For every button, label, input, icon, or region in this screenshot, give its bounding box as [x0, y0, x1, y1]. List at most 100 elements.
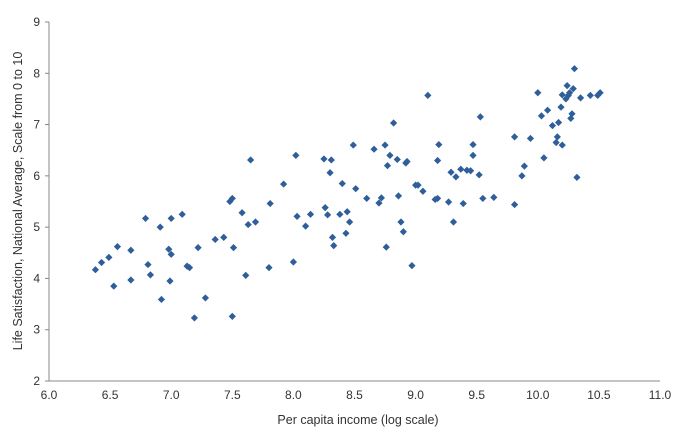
data-point	[349, 141, 357, 149]
data-point	[127, 276, 135, 284]
data-point	[190, 314, 199, 322]
data-point	[570, 65, 579, 73]
data-point	[228, 312, 236, 320]
data-point	[320, 155, 328, 163]
data-point	[459, 199, 467, 208]
data-point	[558, 141, 566, 149]
data-point	[490, 193, 498, 201]
data-point	[242, 271, 250, 279]
data-point	[338, 179, 346, 188]
data-point	[568, 110, 576, 118]
data-point	[292, 151, 300, 159]
data-point	[211, 235, 219, 244]
data-point	[330, 242, 338, 250]
y-tick-label: 5	[33, 220, 40, 234]
data-point	[377, 194, 385, 202]
data-point	[156, 223, 164, 231]
x-tick-labels: 6.0 6.5 7.0 7.5 8.0 8.5 9.0 9.5 10.0 10.5 11.0	[41, 388, 672, 402]
x-tick-label: 7.5	[224, 388, 241, 402]
data-point	[306, 210, 315, 218]
data-point	[247, 156, 255, 164]
data-point	[141, 214, 150, 223]
data-point	[293, 212, 301, 220]
data-point	[238, 209, 246, 217]
data-point	[562, 95, 570, 103]
x-tick-label: 7.0	[163, 388, 180, 402]
data-point	[424, 91, 432, 99]
y-axis-title: Life Satisfaction, National Average, Sca…	[11, 52, 25, 351]
data-point	[594, 91, 602, 99]
data-point	[567, 114, 575, 123]
data-point	[91, 266, 100, 274]
data-point	[469, 140, 477, 149]
data-point	[548, 121, 557, 130]
data-point	[565, 89, 574, 97]
data-point	[381, 141, 389, 149]
data-point	[321, 204, 329, 212]
data-point	[146, 271, 155, 279]
data-point	[408, 262, 416, 270]
data-point	[167, 250, 175, 258]
data-point	[336, 210, 344, 218]
data-point	[97, 258, 106, 267]
x-tick-label: 10.0	[526, 388, 550, 402]
data-point	[534, 89, 542, 97]
data-point	[167, 214, 175, 223]
x-tick-label: 9.5	[468, 388, 485, 402]
data-point	[433, 156, 442, 165]
data-point	[394, 192, 403, 200]
y-tick-label: 9	[33, 15, 40, 29]
data-point	[144, 260, 152, 269]
data-point	[363, 194, 371, 203]
y-tick-label: 4	[33, 271, 40, 285]
data-point	[370, 145, 378, 153]
data-point	[469, 151, 477, 159]
data-point	[110, 282, 118, 290]
y-tick-label: 3	[33, 323, 40, 337]
data-point	[476, 113, 484, 121]
data-point	[403, 157, 411, 166]
data-point	[352, 185, 360, 193]
data-point	[520, 162, 528, 170]
data-point	[346, 218, 354, 226]
y-tick-label: 2	[33, 374, 40, 388]
x-axis-title: Per capita income (log scale)	[277, 413, 438, 427]
data-point	[324, 211, 332, 219]
data-point	[382, 243, 390, 251]
data-point	[251, 218, 260, 226]
data-point	[302, 222, 310, 230]
data-point	[540, 154, 548, 162]
data-point	[105, 253, 113, 262]
data-point	[557, 103, 565, 111]
data-point	[479, 194, 487, 203]
data-point	[447, 168, 455, 176]
data-point	[554, 118, 563, 127]
data-point	[569, 85, 577, 93]
data-point	[510, 133, 519, 141]
data-point	[518, 172, 526, 180]
x-tick-label: 9.0	[407, 388, 424, 402]
data-point	[244, 220, 252, 229]
data-point	[573, 173, 581, 181]
data-point	[543, 106, 552, 114]
data-point	[127, 246, 135, 254]
data-point	[386, 151, 394, 159]
data-point	[165, 245, 173, 253]
y-tick-label: 6	[33, 169, 40, 183]
x-tick-label: 11.0	[649, 388, 672, 402]
y-tick-labels: 2 3 4 5 6 7 8 9	[33, 15, 40, 388]
y-tick-label: 7	[33, 118, 40, 132]
data-point	[178, 210, 186, 218]
y-tick-label: 8	[33, 66, 40, 80]
data-point	[586, 91, 594, 99]
data-point	[444, 198, 453, 206]
x-tick-label: 8.0	[285, 388, 302, 402]
data-point	[228, 194, 236, 203]
data-point	[201, 294, 210, 302]
data-point	[526, 134, 535, 143]
data-point	[558, 91, 566, 99]
data-point	[383, 162, 392, 170]
data-point	[596, 89, 604, 97]
